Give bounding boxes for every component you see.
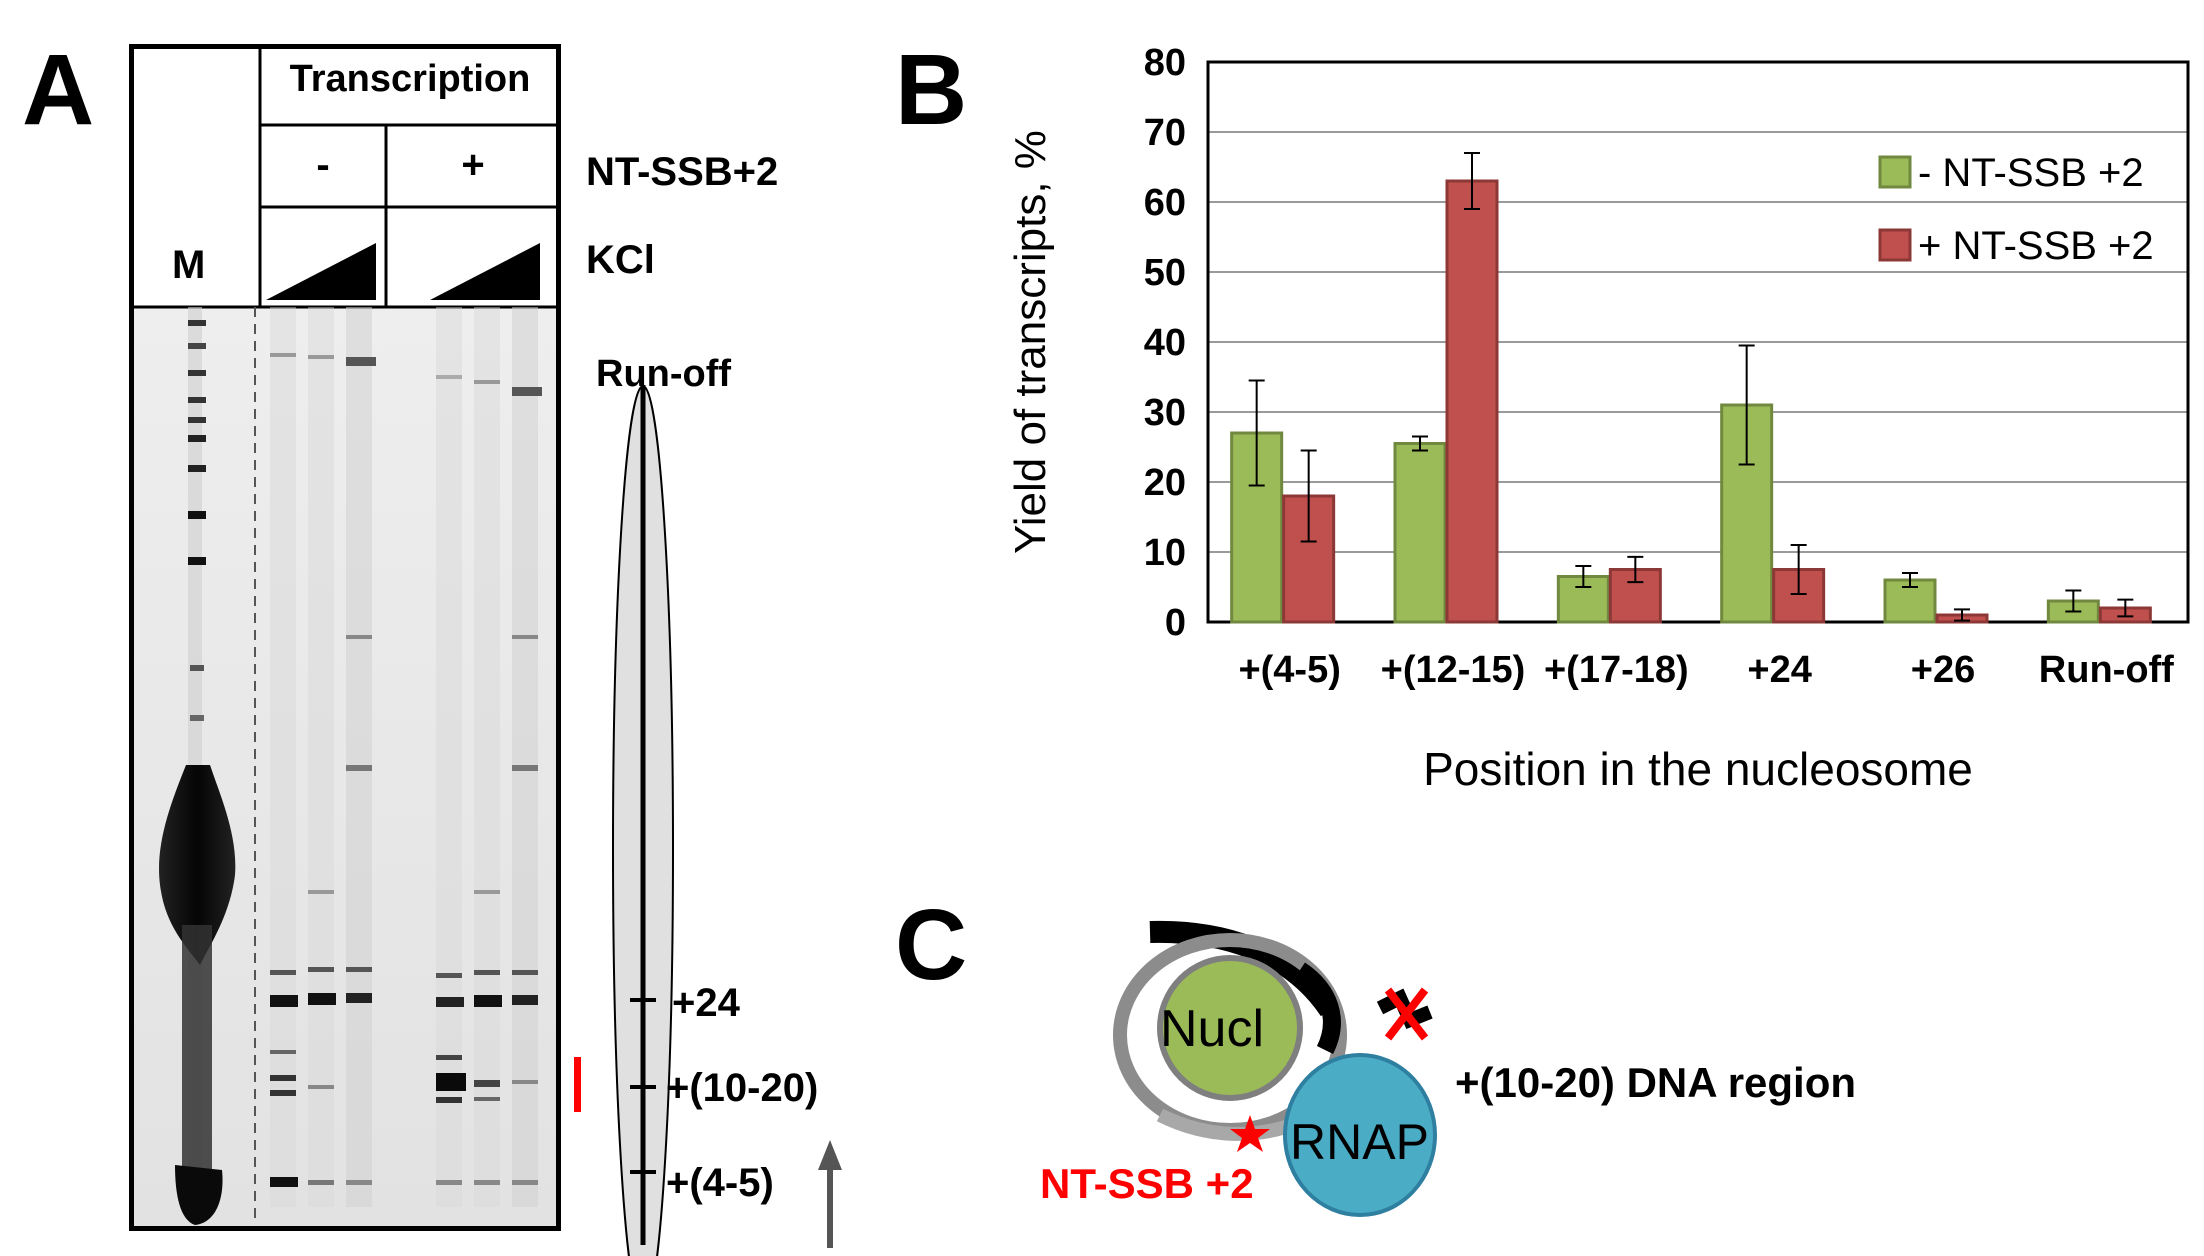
y-tick-label: 60 [1144, 182, 1186, 224]
x-tick-label: +26 [1911, 649, 1975, 691]
plus4-5-bands [270, 1177, 538, 1187]
y-tick-label: 20 [1144, 462, 1186, 504]
y-tick-label: 10 [1144, 532, 1186, 574]
plus24-bands [270, 967, 538, 1007]
nucl-label: Nucl [1160, 1000, 1265, 1058]
legend-swatch [1878, 155, 1912, 189]
mid-bands [308, 635, 538, 894]
sample-lanes [270, 307, 538, 1207]
bar-minus-ntssb [1230, 431, 1284, 624]
y-tick-label: 80 [1144, 42, 1186, 84]
gel-marker-label: M [172, 243, 206, 287]
kcl-wedge-plus [430, 243, 540, 300]
y-axis-title: Yield of transcripts, % [1006, 130, 1055, 554]
legend-label: + NT-SSB +2 [1918, 224, 2154, 268]
pos-10-20-label: +(10-20) [666, 1066, 819, 1110]
kcl-wedge-minus [266, 243, 376, 300]
gel-panel: M Transcription - + [129, 44, 561, 1231]
y-tick-label: 70 [1144, 112, 1186, 154]
plus10-20-bands [270, 1050, 538, 1103]
gel-minus-label: - [316, 143, 330, 187]
bar-plus-ntssb [1445, 179, 1499, 624]
y-tick-label: 40 [1144, 322, 1186, 364]
runoff-bands [270, 353, 542, 396]
gel-image [129, 44, 561, 1231]
runoff-label: Run-off [596, 353, 732, 395]
panel-c-letter: C [895, 889, 968, 1001]
rnap-nucleosome-schematic [1113, 920, 1437, 1217]
x-tick-label: Run-off [2039, 649, 2174, 691]
y-tick-label: 30 [1144, 392, 1186, 434]
red-star-icon [1230, 1115, 1270, 1152]
nucleosome-position-diagram [612, 385, 674, 1256]
rnap-ellipse [1283, 1053, 1437, 1217]
pos-24-label: +24 [672, 981, 740, 1025]
x-axis-title: Position in the nucleosome [1423, 743, 1973, 795]
rnap-label: RNAP [1290, 1114, 1429, 1170]
nucl-circle [1157, 955, 1303, 1101]
bar-minus-ntssb [1393, 442, 1447, 624]
x-tick-label: +(4-5) [1238, 649, 1340, 691]
legend-label: - NT-SSB +2 [1918, 151, 2144, 195]
x-tick-label: +(12-15) [1381, 649, 1526, 691]
kcl-label: KCl [586, 238, 655, 282]
legend-swatch [1878, 228, 1912, 262]
ntssb2-label: NT-SSB+2 [586, 150, 779, 194]
gel-plus-label: + [461, 143, 485, 187]
y-tick-label: 0 [1165, 602, 1186, 644]
gel-transcription-header: Transcription [289, 58, 531, 100]
bar-plus-ntssb [1282, 494, 1336, 624]
x-tick-label: +24 [1747, 649, 1811, 691]
x-tick-label: +(17-18) [1544, 649, 1689, 691]
panel-b-letter: B [895, 34, 968, 146]
y-tick-label: 50 [1144, 252, 1186, 294]
pos-4-5-label: +(4-5) [666, 1161, 774, 1205]
direction-arrow-icon [818, 1140, 842, 1248]
ntssb-annotation: NT-SSB +2 [1040, 1160, 1254, 1207]
dna-region-label: +(10-20) DNA region [1455, 1059, 1857, 1106]
red-region-marker [574, 1057, 581, 1112]
panel-a-letter: A [22, 34, 95, 146]
marker-lane [159, 307, 236, 1225]
plot-frame [1206, 60, 2190, 624]
